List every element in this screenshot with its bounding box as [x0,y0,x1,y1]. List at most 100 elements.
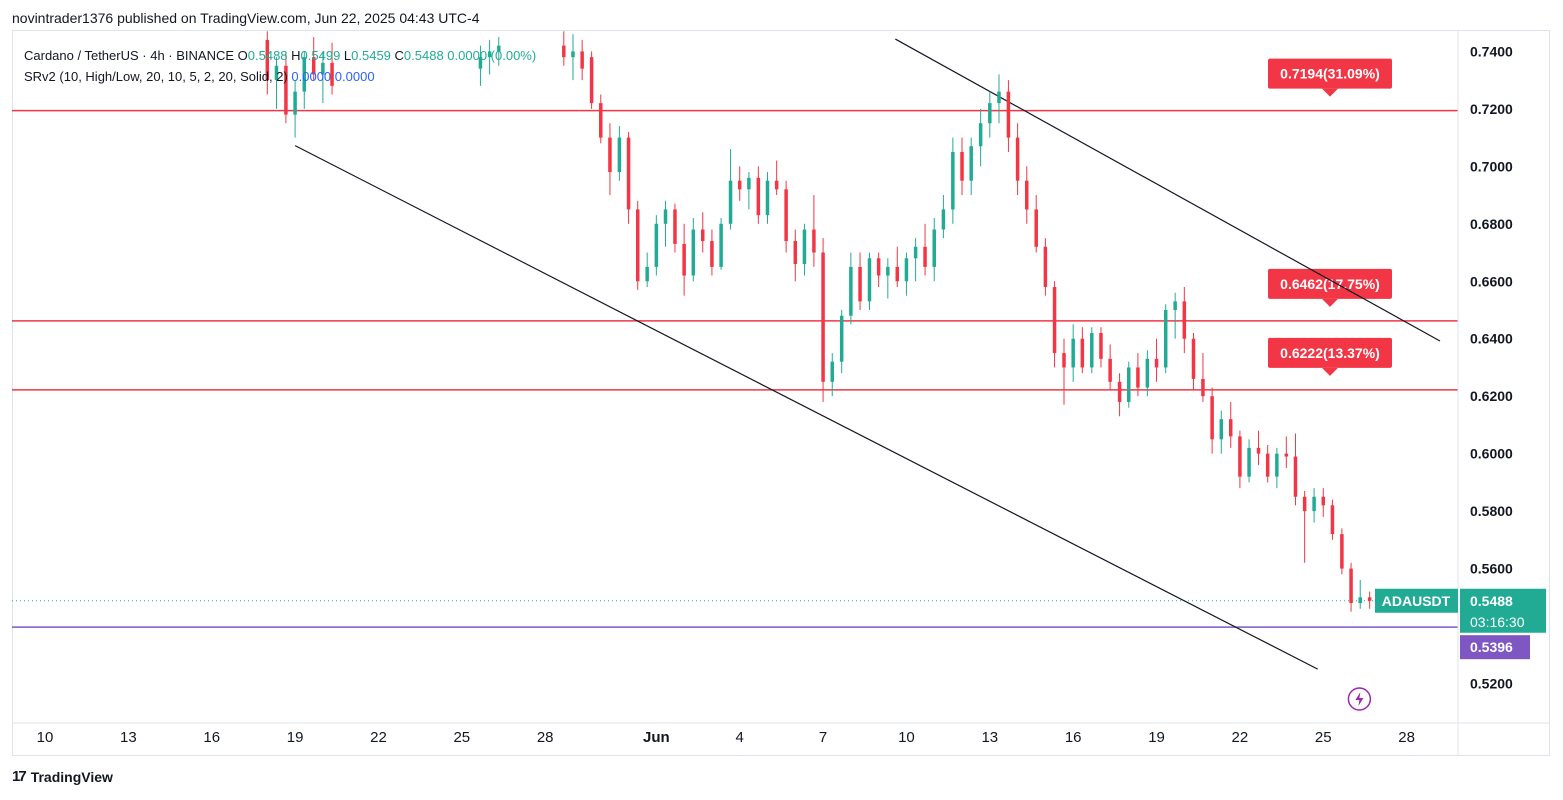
candle-body [599,103,603,138]
candle-body [1136,367,1140,388]
candle-body [635,209,640,282]
x-tick-label: 4 [736,729,744,746]
candle-body [774,180,779,190]
candle [886,258,890,299]
candle [311,37,316,81]
candle [923,223,927,276]
candle-body [1052,287,1057,354]
candle [1062,338,1066,405]
legend-ohlc: O0.5488 H0.5499 L0.5459 C0.5488 [238,48,444,63]
candle [784,180,788,253]
x-tick-label: 25 [453,729,470,746]
candle-body [784,189,788,242]
candle-body [608,137,612,173]
candle [988,91,992,138]
candle-body [663,209,668,224]
candle [719,218,723,270]
candle [895,246,900,288]
symbol-tag: ADAUSDT [1382,593,1451,609]
x-tick-label: 10 [898,729,915,746]
tradingview-footer[interactable]: 17 TradingView [12,768,113,785]
candle [1136,353,1140,397]
x-tick-label: 22 [1232,729,1249,746]
candle [876,252,881,288]
candle-body [978,123,983,147]
sr-level-label: 0.6462(17.75%) [1280,276,1380,292]
candle-body [654,223,659,267]
candle [997,74,1001,124]
candle [1284,436,1289,469]
candle-body [691,229,696,276]
candle-body [1247,447,1251,477]
candle [663,200,668,247]
candle-body [701,229,705,242]
y-tick-label: 0.6400 [1470,331,1513,347]
x-tick-label: 13 [120,729,137,746]
candle-body [1302,496,1307,512]
x-tick-label: 28 [537,729,554,746]
candle [1219,410,1224,454]
candle-body [1275,453,1279,477]
candle [756,166,761,224]
sr-level-label-box [1268,337,1392,368]
support-tag-box [1460,635,1530,660]
candle-body [1025,180,1029,210]
candle [497,37,501,66]
candle-body [1219,419,1224,440]
candle [1358,580,1362,609]
candle [710,229,714,276]
legend-symbol-row: Cardano / TetherUS · 4h · BINANCE O0.548… [24,45,536,66]
candle-body [951,151,955,210]
candle-body [645,266,649,282]
price-tags-layer: ADAUSDT 0.5488 03:16:30 0.5396 [1347,588,1546,711]
trendline [895,38,1441,342]
y-tick-label: 0.6000 [1470,446,1513,462]
sr-level-label-pointer [1322,298,1338,307]
candle [265,31,270,95]
candle [867,252,872,310]
candle [1108,344,1112,391]
legend-symbol: Cardano / TetherUS · 4h · BINANCE [24,48,235,63]
candle [904,252,909,296]
legend-ohlc-l: L0.5459 [340,48,391,63]
candle-body [1173,301,1177,310]
candle [302,51,307,109]
candle-body [802,229,807,265]
candle [821,238,825,402]
candle [589,51,594,109]
candle-body [311,57,316,75]
candle-body [904,258,909,282]
lightning-icon-glyph [1355,692,1364,706]
candle-body [913,246,918,259]
y-tick-label: 0.6800 [1470,216,1513,232]
candle [1330,499,1335,540]
candle-body [1117,381,1122,402]
candle [802,223,807,276]
x-tick-label: 13 [981,729,998,746]
sr-levels-layer: 0.7194(31.09%) 0.6462(17.75%) 0.6222(13.37… [12,58,1458,628]
candle [1293,433,1298,506]
sr-level-label-pointer [1322,88,1338,97]
candle [284,51,288,124]
candle-body [839,315,844,362]
candle-body [1265,453,1270,477]
candle-body [1145,358,1150,388]
y-tick-label: 0.7200 [1470,101,1513,117]
candle [969,137,973,196]
candle-body [293,91,297,115]
candle-body [793,241,798,265]
y-tick-label: 0.7000 [1470,158,1513,174]
candle-body [830,361,834,382]
candle [580,39,584,81]
candle [1090,327,1094,374]
candle [321,51,325,104]
candle [1210,387,1214,454]
candle [849,252,853,325]
candle-body [960,151,964,181]
candle [830,353,834,397]
candle [737,166,742,201]
candle [858,252,862,310]
candle-body [487,51,492,58]
candle [645,252,649,288]
